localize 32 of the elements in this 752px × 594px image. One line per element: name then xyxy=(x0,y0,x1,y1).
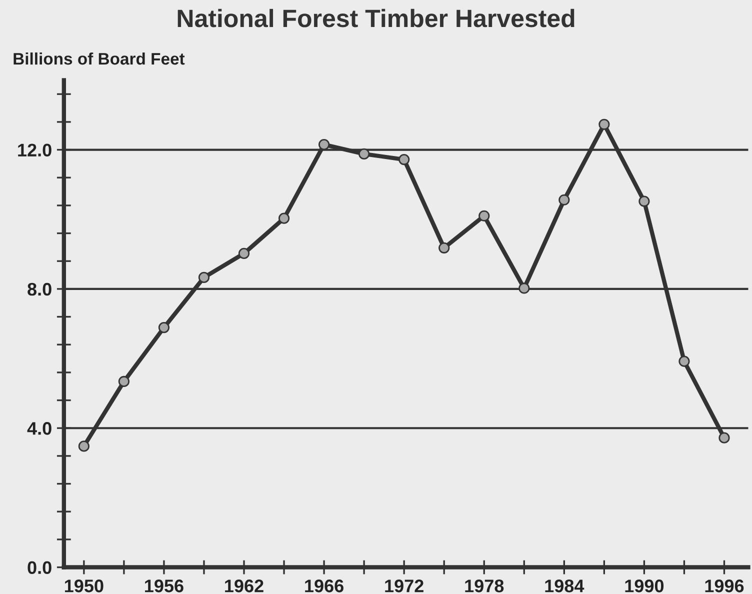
y-axis-title: Billions of Board Feet xyxy=(14,52,185,65)
x-tick-label: 1984 xyxy=(545,580,584,592)
point xyxy=(518,282,530,294)
point xyxy=(278,212,290,224)
point xyxy=(118,376,130,388)
x-tick-label: 1950 xyxy=(64,580,104,592)
point xyxy=(398,154,410,166)
point xyxy=(678,356,690,367)
point xyxy=(78,440,90,452)
x-tick-label: 1972 xyxy=(385,580,424,592)
x-tick-label: 1996 xyxy=(705,580,744,592)
y-tick-label: 4.0 xyxy=(27,422,52,435)
y-tick-label: 0.0 xyxy=(28,561,52,574)
point xyxy=(318,139,330,150)
x-tick-label: 1966 xyxy=(305,580,344,592)
point xyxy=(438,242,450,254)
point xyxy=(718,432,730,444)
point xyxy=(558,194,570,206)
x-tick-label: 1962 xyxy=(225,580,264,592)
point xyxy=(158,322,170,334)
point xyxy=(638,196,650,207)
point xyxy=(478,210,490,222)
chart-title: National Forest Timber Harvested xyxy=(178,8,574,28)
y-tick-label: 8.0 xyxy=(28,282,52,296)
point xyxy=(238,248,250,260)
x-tick-label: 1978 xyxy=(465,580,504,592)
y-tick-label: 12.0 xyxy=(18,144,52,156)
x-tick-label: 1990 xyxy=(625,580,664,592)
point xyxy=(198,272,210,284)
x-tick-label: 1956 xyxy=(145,580,184,592)
point xyxy=(358,148,370,160)
point xyxy=(598,118,610,130)
